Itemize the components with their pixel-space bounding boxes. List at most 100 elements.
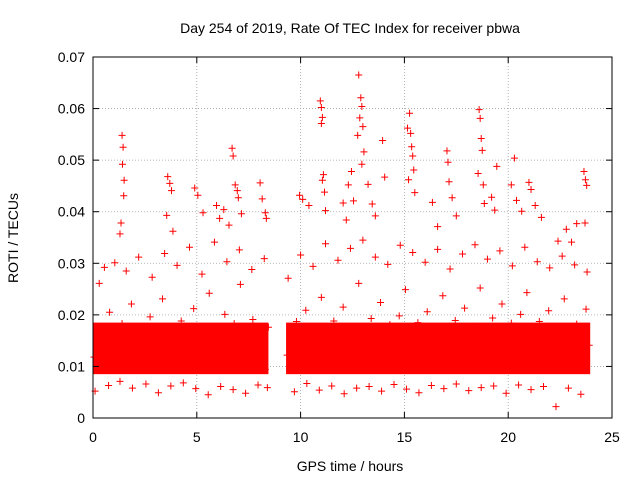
data-point [105,382,113,390]
data-point [527,386,535,394]
data-point [410,166,418,174]
data-point [365,383,373,391]
x-axis-label: GPS time / hours [297,458,404,474]
data-point [127,300,135,308]
data-point [258,195,266,203]
data-point [190,305,198,313]
data-point [154,389,162,397]
data-point [260,255,268,263]
data-point [452,380,460,388]
data-point [368,200,376,208]
data-point [328,382,336,390]
data-point [379,137,387,145]
data-point [317,120,325,128]
data-point [290,388,298,396]
data-point [476,114,484,122]
data-point [169,227,177,235]
data-point [236,280,244,288]
data-point [577,390,585,398]
data-point [402,385,410,393]
data-point [510,154,518,162]
data-point [231,181,239,189]
data-point [340,390,348,398]
data-point [434,223,442,231]
data-point [356,114,364,122]
data-point [448,194,456,202]
data-point [490,382,498,390]
data-point [357,94,365,102]
data-point [423,308,431,316]
data-point [582,305,590,313]
data-point [192,385,200,393]
data-point [284,274,292,282]
data-point [242,389,250,397]
data-point [531,202,539,210]
data-point [100,263,108,271]
data-point [263,384,271,392]
data-point [562,225,570,233]
data-point [554,237,562,245]
data-point [428,198,436,206]
data-point [443,147,451,155]
data-point [317,104,325,112]
data-point [371,212,379,220]
y-tick-label: 0.07 [58,49,85,65]
data-point [439,292,447,300]
data-point [111,259,119,267]
data-point [395,312,403,320]
data-point [135,253,143,261]
data-point [317,293,325,301]
data-point [477,384,485,392]
data-point [581,176,589,184]
data-point [237,210,245,218]
data-point [409,152,417,160]
data-point [533,258,541,266]
data-point [117,219,125,227]
data-point [347,167,355,175]
data-point [489,314,497,322]
data-point [118,131,126,139]
x-tick-label: 10 [293,429,309,445]
data-point [479,181,487,189]
data-point [493,162,501,170]
data-point [573,220,581,228]
data-point [261,209,269,217]
data-point [545,307,553,315]
data-point [235,246,243,254]
data-point [229,152,237,160]
data-point [477,134,485,142]
data-point [167,382,175,390]
data-point [415,389,423,397]
data-point [350,197,358,205]
data-point [191,184,199,192]
data-point [518,207,526,215]
data-point [401,286,409,294]
data-point [421,258,429,266]
data-point [475,106,483,114]
data-point [476,284,484,292]
data-point [367,314,375,322]
data-point [342,216,350,224]
x-tick-label: 0 [89,429,97,445]
data-point [199,209,207,217]
data-point [355,71,363,79]
data-point [95,279,103,287]
data-points [90,71,593,411]
data-point [322,207,330,215]
data-point [198,270,206,278]
data-point [339,199,347,207]
data-point [346,244,354,252]
data-point [122,267,130,275]
data-point [358,160,366,168]
data-point [404,124,412,132]
data-point [213,202,221,210]
data-point [474,170,482,178]
data-point [120,176,128,184]
data-point [217,383,225,391]
data-point [446,265,454,273]
data-point [560,295,568,303]
data-point [128,384,136,392]
data-point [405,176,413,184]
data-point [318,176,326,184]
